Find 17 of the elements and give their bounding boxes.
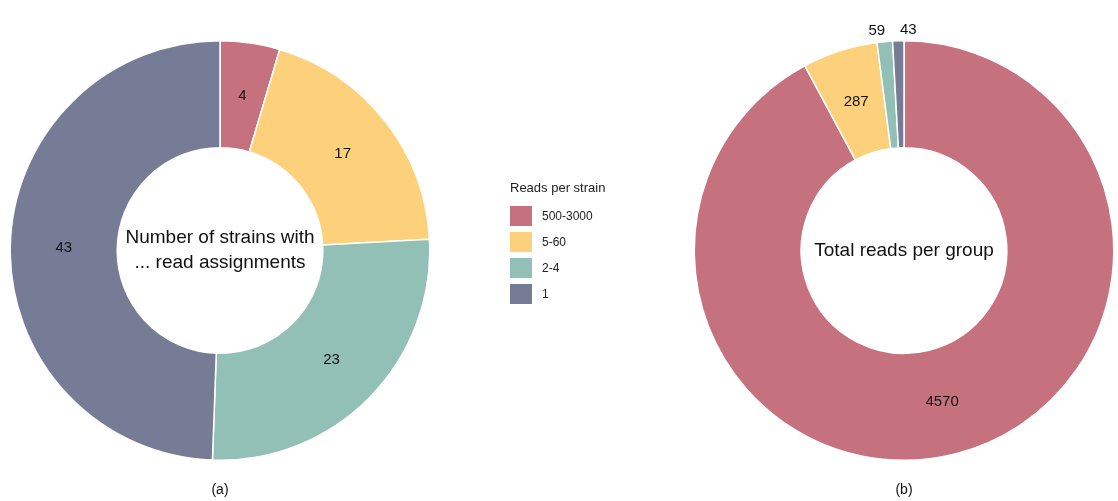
text: Number of strains with ... read assignments <box>125 226 315 273</box>
text: Total reads per group <box>814 238 994 260</box>
text: (a) <box>211 480 229 497</box>
data-label: 43 <box>899 20 917 38</box>
data-label: 23 <box>323 350 340 368</box>
legend-label: 2-4 <box>542 261 560 275</box>
data-label: 17 <box>334 143 352 161</box>
data-label: 4570 <box>925 392 959 410</box>
legend-label: 500-3000 <box>542 209 593 223</box>
legend-title: Reads per strain <box>510 180 606 195</box>
data-label: 4 <box>238 86 247 103</box>
data-label: 43 <box>55 237 73 255</box>
text: (b) <box>895 480 913 497</box>
data-label: 287 <box>843 91 869 109</box>
legend-label: 5-60 <box>542 235 567 249</box>
data-label: 59 <box>868 21 886 39</box>
legend-label: 1 <box>542 287 549 301</box>
